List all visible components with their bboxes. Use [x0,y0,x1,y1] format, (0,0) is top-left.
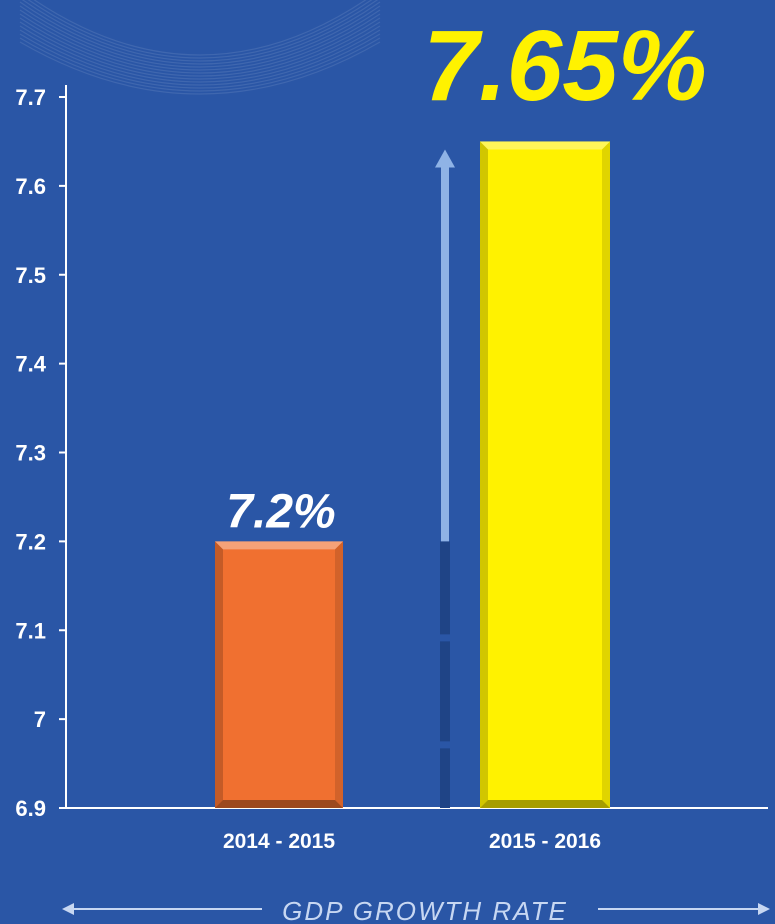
decor-curve [33,0,367,56]
arrow-base-segment [440,641,450,742]
y-tick-label: 7.7 [15,85,46,110]
arrow-base-segment [440,541,450,635]
category-label: 2014 - 2015 [223,830,335,853]
background-curves [19,0,381,95]
y-axis-ticks: 6.9 7 7.1 7.2 7.3 7.4 7.5 7.6 7.7 [15,85,66,821]
bar-bevel-bottom [215,800,343,808]
x-axis-title: GDP GROWTH RATE [282,896,568,924]
bar-bevel-right [335,541,343,808]
arrow-base-segment [440,748,450,808]
data-label-1: 7.2% [226,485,335,538]
arrow-head [435,149,455,168]
decor-curve [19,41,381,95]
x-axis-title-group: GDP GROWTH RATE [62,896,770,924]
y-tick-label: 7.5 [15,263,46,288]
xlabel-arrow-right-head [758,903,770,915]
y-tick-label: 7 [34,707,46,732]
y-tick-label: 7.2 [15,529,46,554]
data-labels: 7.2% 7.65% [226,10,706,538]
decor-curve [19,17,381,77]
bar-2 [480,141,610,808]
growth-arrow [435,149,455,808]
decor-curve [19,21,381,80]
y-tick-label: 6.9 [15,796,46,821]
data-label-2: 7.65% [423,10,707,122]
decor-curve [21,0,379,62]
bar-bevel-bottom [480,800,610,808]
bar-bevel-right [602,141,610,808]
decor-curve [19,33,381,89]
decor-curve [19,13,381,74]
decor-curve [19,9,381,71]
bar-bevel-left [480,141,488,808]
y-tick-label: 7.4 [15,352,46,377]
decor-curve [19,37,381,92]
y-tick-label: 7.1 [15,618,46,643]
y-tick-label: 7.3 [15,441,46,466]
bar-bevel-left [215,541,223,808]
xlabel-arrow-left-head [62,903,74,915]
bar-face [480,141,610,808]
category-label: 2015 - 2016 [489,830,601,853]
decor-curve [19,29,381,86]
bar-1 [215,541,343,808]
decor-curve [19,25,381,83]
x-axis-categories: 2014 - 2015 2015 - 2016 [223,830,601,853]
decor-curve [19,5,381,68]
decor-curve [27,0,373,59]
arrow-shaft [441,163,449,542]
bar-bevel-top [215,541,343,550]
decor-curve [19,1,381,65]
bar-face [215,541,343,808]
y-tick-label: 7.6 [15,174,46,199]
axes [65,85,768,809]
bars [215,141,610,808]
bar-bevel-top [480,141,610,150]
